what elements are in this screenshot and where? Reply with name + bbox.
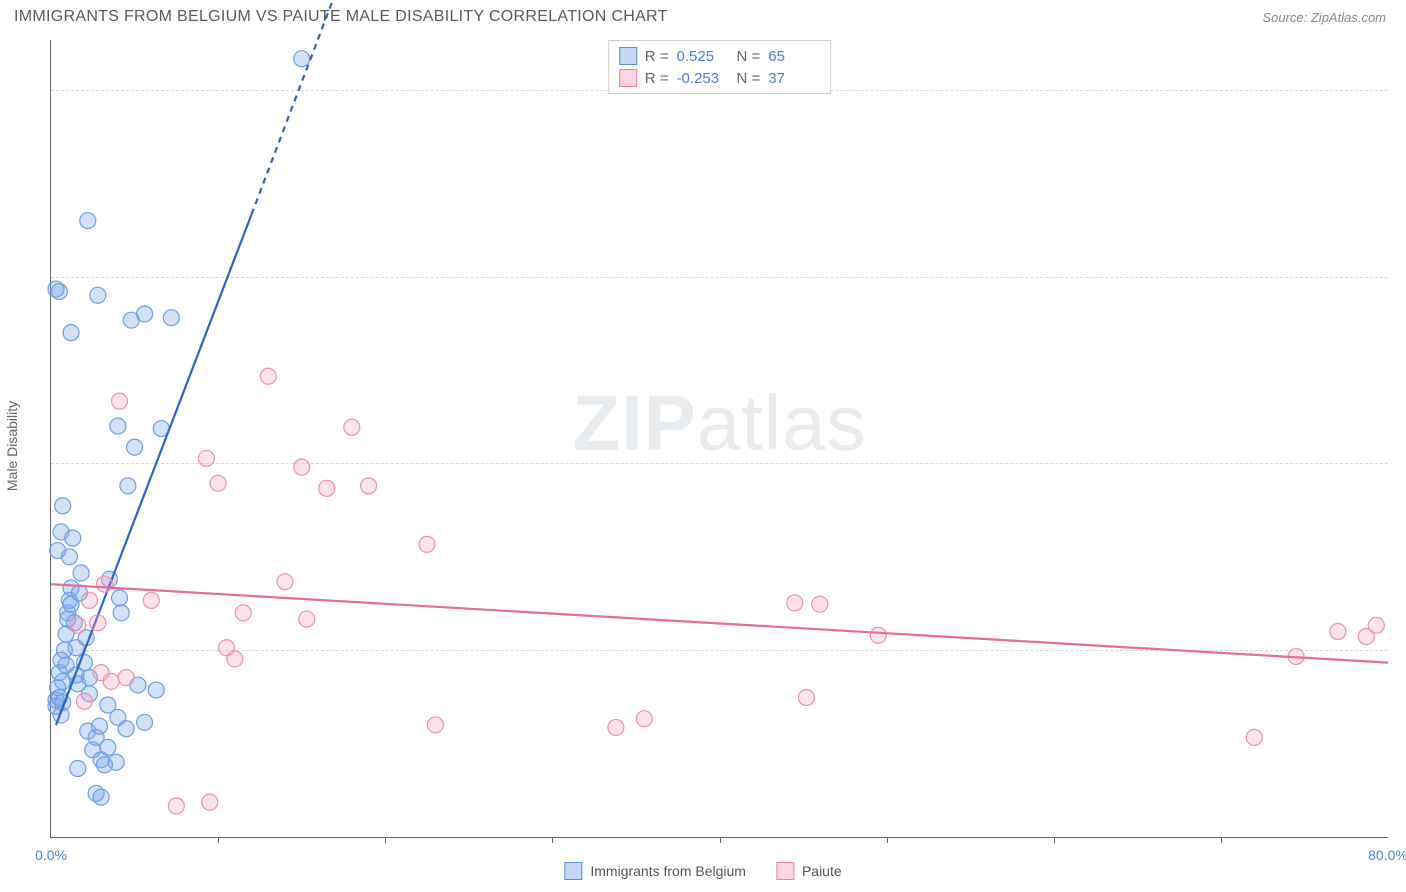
data-point [112,590,128,606]
legend-item: Paiute [776,862,842,880]
data-point [76,693,92,709]
y-tick-label: 45.0% [1394,269,1406,285]
data-point [61,549,77,565]
legend-item: Immigrants from Belgium [564,862,746,880]
legend-row: R = -0.253 N = 37 [619,67,821,89]
legend-row: R = 0.525 N = 65 [619,45,821,67]
scatter-svg [51,40,1388,837]
data-point [81,592,97,608]
data-point [870,627,886,643]
data-point [90,287,106,303]
data-point [137,714,153,730]
data-point [100,739,116,755]
data-point [1246,729,1262,745]
data-point [294,459,310,475]
n-label: N = [737,70,761,87]
r-label: R = [645,70,669,87]
data-point [51,284,67,300]
data-point [277,574,293,590]
data-point [299,611,315,627]
y-axis-label: Male Disability [4,401,20,491]
n-label: N = [737,48,761,65]
data-point [91,718,107,734]
data-point [127,439,143,455]
data-point [344,419,360,435]
y-tick-label: 30.0% [1394,455,1406,471]
data-point [120,478,136,494]
x-tick [218,837,219,843]
data-point [361,478,377,494]
correlation-legend: R = 0.525 N = 65 R = -0.253 N = 37 [608,40,832,94]
data-point [96,576,112,592]
data-point [65,530,81,546]
data-point [143,592,159,608]
data-point [55,498,71,514]
x-tick [1221,837,1222,843]
data-point [227,651,243,667]
data-point [163,310,179,326]
chart-plot-area: ZIPatlas R =0.525N =65R =-0.253N =37 15.… [50,40,1388,838]
data-point [103,673,119,689]
data-point [168,798,184,814]
y-tick-label: 15.0% [1394,642,1406,658]
data-point [198,450,214,466]
data-point [93,789,109,805]
r-label: R = [645,48,669,65]
data-point [70,617,86,633]
data-point [80,213,96,229]
data-point [1330,624,1346,640]
header: IMMIGRANTS FROM BELGIUM VS PAIUTE MALE D… [0,0,1406,32]
x-tick [720,837,721,843]
data-point [148,682,164,698]
data-point [118,670,134,686]
data-point [608,719,624,735]
data-point [113,605,129,621]
legend-swatch [564,862,582,880]
trend-line [51,584,1388,662]
data-point [90,615,106,631]
data-point [260,368,276,384]
x-tick [552,837,553,843]
trend-line-extrapolated [252,0,361,214]
data-point [419,536,435,552]
data-point [202,794,218,810]
data-point [110,418,126,434]
data-point [235,605,251,621]
series-legend: Immigrants from Belgium Paiute [564,862,841,880]
n-value: 65 [768,48,820,65]
data-point [108,754,124,770]
data-point [70,761,86,777]
data-point [787,595,803,611]
data-point [73,565,89,581]
legend-swatch [619,47,637,65]
r-value: 0.525 [677,48,729,65]
y-tick-label: 60.0% [1394,82,1406,98]
data-point [63,325,79,341]
data-point [812,596,828,612]
data-point [112,393,128,409]
legend-swatch [619,69,637,87]
r-value: -0.253 [677,70,729,87]
data-point [319,480,335,496]
data-point [636,711,652,727]
data-point [294,51,310,67]
legend-label: Paiute [802,863,842,879]
legend-label: Immigrants from Belgium [590,863,746,879]
chart-title: IMMIGRANTS FROM BELGIUM VS PAIUTE MALE D… [14,8,668,26]
data-point [427,717,443,733]
x-tick-label: 80.0% [1368,847,1406,863]
data-point [137,306,153,322]
data-point [118,721,134,737]
x-tick [385,837,386,843]
source-attribution: Source: ZipAtlas.com [1262,10,1386,25]
x-tick [1054,837,1055,843]
x-tick-label: 0.0% [35,847,67,863]
data-point [798,690,814,706]
x-tick [887,837,888,843]
data-point [1368,617,1384,633]
n-value: 37 [768,70,820,87]
data-point [210,475,226,491]
legend-swatch [776,862,794,880]
